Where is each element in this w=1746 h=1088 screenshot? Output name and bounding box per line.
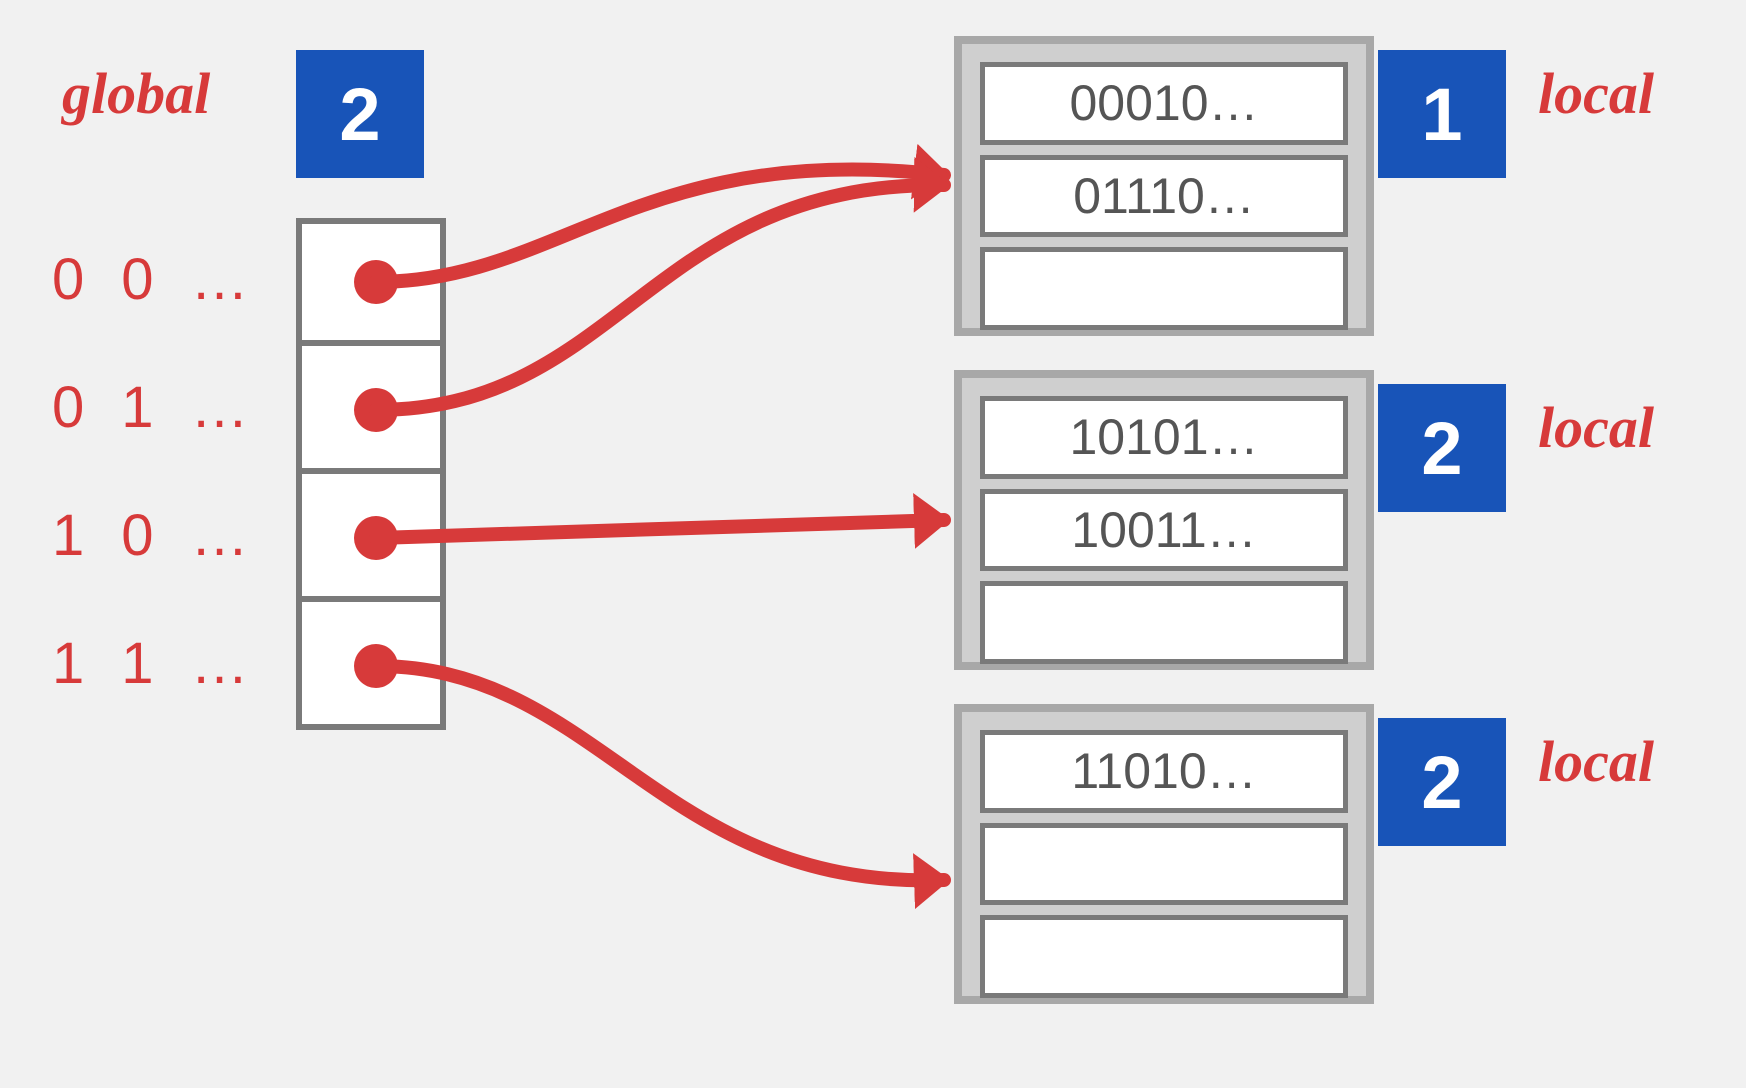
bucket-row bbox=[980, 581, 1348, 664]
directory-table bbox=[296, 218, 446, 730]
bucket-row: 10011… bbox=[980, 489, 1348, 572]
directory-cell bbox=[296, 218, 446, 346]
bucket-row bbox=[980, 823, 1348, 906]
bucket-row: 00010… bbox=[980, 62, 1348, 145]
global-depth-box: 2 bbox=[296, 50, 424, 178]
bucket-row: 11010… bbox=[980, 730, 1348, 813]
pointer-arrow bbox=[376, 520, 944, 538]
local-depth-box: 2 bbox=[1378, 718, 1506, 846]
bucket-row bbox=[980, 247, 1348, 330]
bucket-row bbox=[980, 915, 1348, 998]
bucket-row: 10101… bbox=[980, 396, 1348, 479]
local-depth-box: 1 bbox=[1378, 50, 1506, 178]
directory-row-label: 0 1 … bbox=[52, 374, 259, 441]
pointer-arrow bbox=[376, 666, 944, 880]
directory-cell bbox=[296, 346, 446, 474]
bucket-row: 01110… bbox=[980, 155, 1348, 238]
directory-cell bbox=[296, 474, 446, 602]
global-label: global bbox=[62, 60, 210, 127]
bucket: 00010… 01110… bbox=[954, 36, 1374, 336]
bucket: 10101… 10011… bbox=[954, 370, 1374, 670]
directory-row-label: 1 0 … bbox=[52, 502, 259, 569]
directory-cell bbox=[296, 602, 446, 730]
pointer-arrow bbox=[376, 185, 944, 410]
local-label: local bbox=[1538, 728, 1654, 795]
local-label: local bbox=[1538, 60, 1654, 127]
directory-row-label: 0 0 … bbox=[52, 246, 259, 313]
bucket: 11010… bbox=[954, 704, 1374, 1004]
local-depth-box: 2 bbox=[1378, 384, 1506, 512]
local-label: local bbox=[1538, 394, 1654, 461]
directory-row-label: 1 1 … bbox=[52, 630, 259, 697]
pointer-arrow bbox=[376, 169, 944, 282]
